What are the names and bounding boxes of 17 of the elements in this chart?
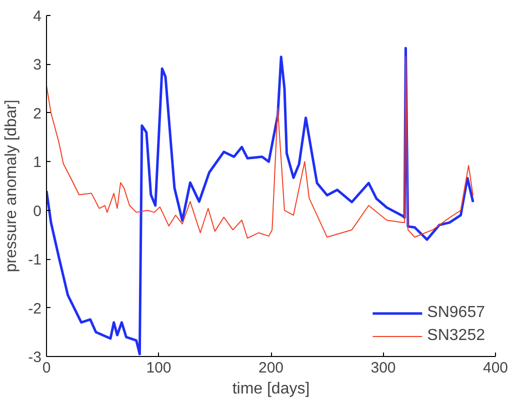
y-tick-label: 3	[33, 56, 42, 74]
x-tick-label: 100	[146, 360, 172, 376]
y-tick-label: 2	[33, 105, 42, 122]
x-tick-label: 400	[482, 360, 508, 376]
y-tick-label: -2	[28, 300, 42, 318]
legend-label: SN9657	[427, 304, 485, 322]
legend-label: SN3252	[427, 327, 485, 345]
x-axis-title: time [days]	[232, 380, 310, 398]
y-axis-title: pressure anomaly [dbar]	[3, 100, 20, 272]
y-tick-label: 0	[33, 202, 42, 220]
y-tick-label: 4	[33, 8, 42, 25]
y-tick-label: 1	[33, 154, 42, 172]
line-series	[46, 56, 474, 239]
y-tick-label: -3	[28, 349, 42, 366]
x-tick-label: 200	[258, 360, 284, 376]
y-tick-label: -1	[28, 252, 42, 269]
x-tick-label: 300	[370, 360, 396, 376]
